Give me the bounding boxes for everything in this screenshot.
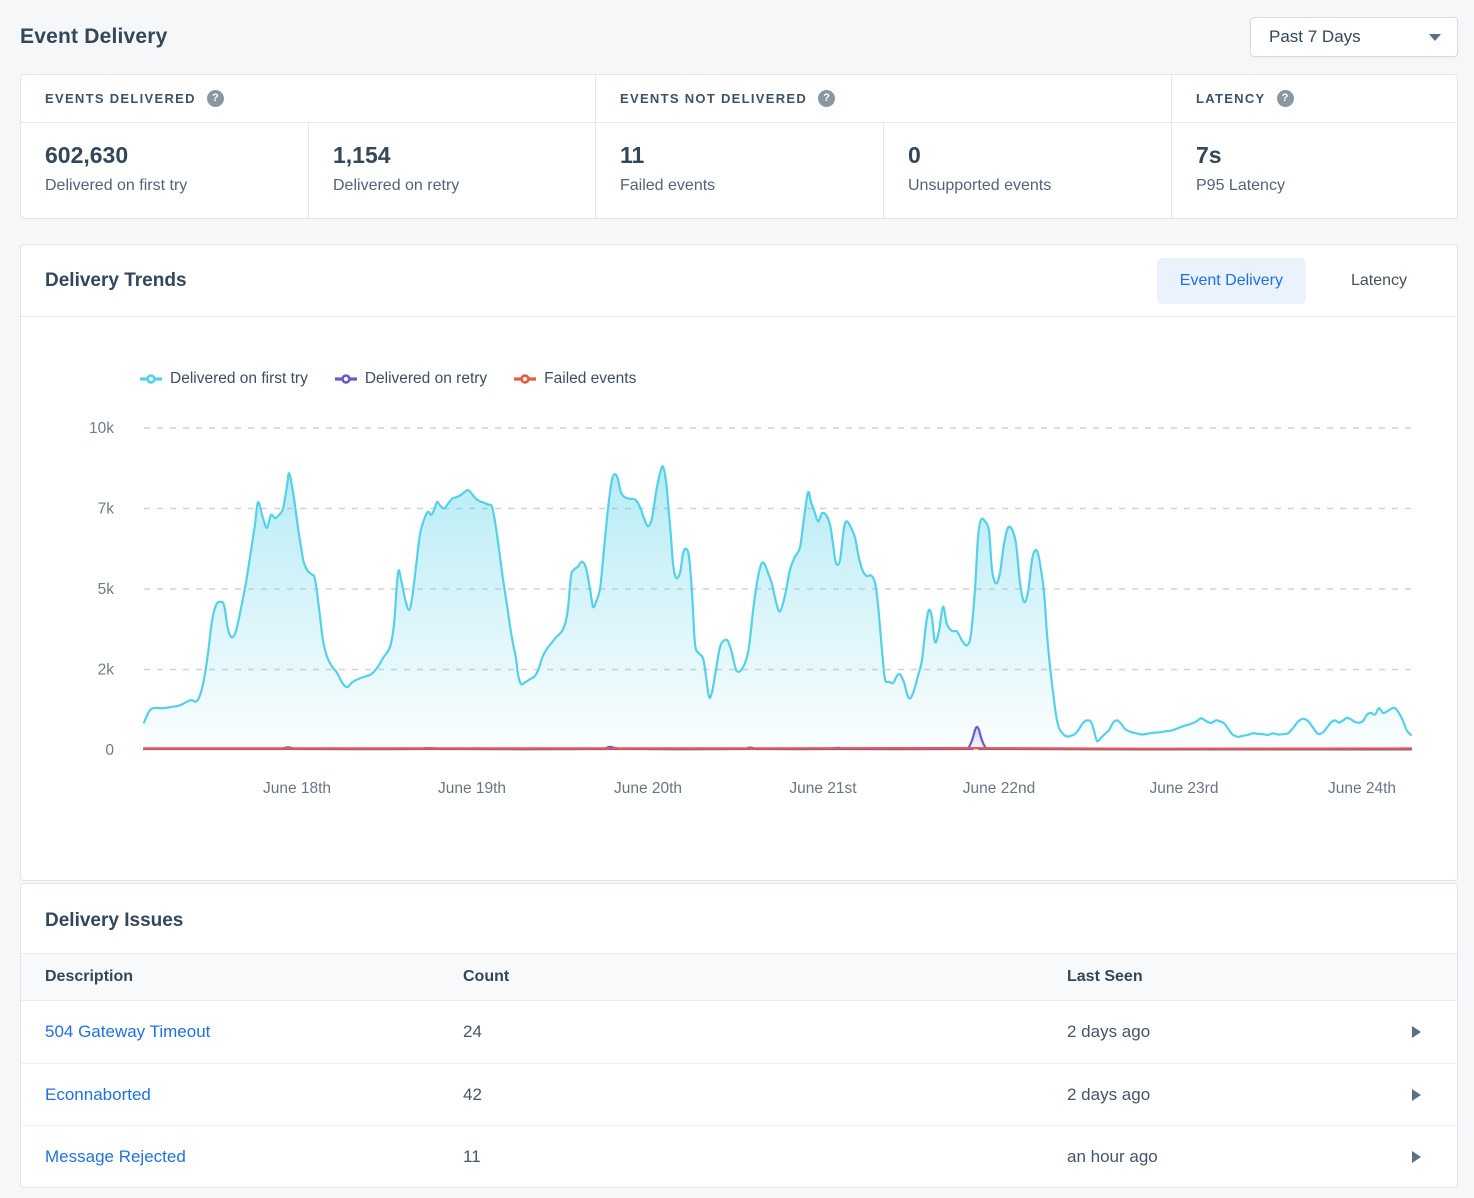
table-row: 504 Gateway Timeout242 days ago bbox=[21, 1001, 1457, 1063]
stat-label: P95 Latency bbox=[1196, 177, 1433, 195]
issue-last-seen: 2 days ago bbox=[1067, 1085, 1367, 1105]
issue-last-seen: an hour ago bbox=[1067, 1147, 1367, 1167]
y-axis-tick: 7k bbox=[98, 501, 115, 518]
chevron-right-icon[interactable] bbox=[1412, 1151, 1421, 1163]
x-axis-tick: June 19th bbox=[438, 780, 506, 797]
stat-label: Delivered on retry bbox=[333, 177, 571, 195]
legend-marker-icon bbox=[140, 373, 162, 385]
issues-title: Delivery Issues bbox=[21, 884, 1457, 953]
issue-description-link[interactable]: 504 Gateway Timeout bbox=[45, 1022, 463, 1042]
series-line-failed-events bbox=[144, 748, 1411, 749]
legend-item[interactable]: Failed events bbox=[514, 370, 636, 388]
y-axis-tick: 5k bbox=[98, 581, 115, 598]
column-header-count: Count bbox=[463, 968, 1067, 986]
issue-count: 24 bbox=[463, 1022, 1067, 1042]
trends-title: Delivery Trends bbox=[45, 270, 187, 292]
x-axis-tick: June 22nd bbox=[963, 780, 1035, 797]
chevron-right-icon[interactable] bbox=[1412, 1026, 1421, 1038]
issue-count: 11 bbox=[463, 1147, 1067, 1167]
legend-item[interactable]: Delivered on first try bbox=[140, 370, 308, 388]
issue-description-link[interactable]: Message Rejected bbox=[45, 1147, 463, 1167]
x-axis-tick: June 24th bbox=[1328, 780, 1396, 797]
stats-header-events-delivered: EVENTS DELIVERED ? bbox=[21, 75, 595, 122]
x-axis-tick: June 23rd bbox=[1150, 780, 1219, 797]
column-header-last-seen: Last Seen bbox=[1067, 968, 1367, 986]
event-delivery-page: Event Delivery Past 7 Days EVENTS DELIVE… bbox=[0, 0, 1474, 1198]
page-title: Event Delivery bbox=[20, 25, 168, 49]
delivery-trends-chart[interactable]: 10k 7k 5k 2k 0 June 18th June 19th June 20th Jun… bbox=[21, 405, 1457, 825]
trends-header: Delivery Trends Event Delivery Latency bbox=[21, 245, 1457, 317]
delivery-issues-card: Delivery Issues Description Count Last S… bbox=[20, 883, 1458, 1188]
help-icon[interactable]: ? bbox=[207, 90, 224, 107]
stat-value: 0 bbox=[908, 142, 1147, 169]
stat-delivered-retry: 1,154 Delivered on retry bbox=[308, 123, 595, 218]
legend-item[interactable]: Delivered on retry bbox=[335, 370, 487, 388]
x-axis-tick: June 20th bbox=[614, 780, 682, 797]
trends-tabs: Event Delivery Latency bbox=[1157, 258, 1435, 304]
date-range-select[interactable]: Past 7 Days bbox=[1250, 17, 1458, 57]
stats-header-label: EVENTS NOT DELIVERED bbox=[620, 91, 807, 106]
stat-unsupported-events: 0 Unsupported events bbox=[883, 123, 1171, 218]
stat-label: Unsupported events bbox=[908, 177, 1147, 195]
stat-delivered-first-try: 602,630 Delivered on first try bbox=[21, 123, 308, 218]
chart-legend: Delivered on first try Delivered on retry… bbox=[140, 370, 1457, 388]
issues-table-header: Description Count Last Seen bbox=[21, 953, 1457, 1001]
y-axis-tick: 2k bbox=[98, 662, 115, 679]
issue-last-seen: 2 days ago bbox=[1067, 1022, 1367, 1042]
stats-header-label: LATENCY bbox=[1196, 91, 1266, 106]
top-bar: Event Delivery Past 7 Days bbox=[20, 14, 1458, 60]
tab-event-delivery[interactable]: Event Delivery bbox=[1157, 258, 1306, 304]
stats-header-label: EVENTS DELIVERED bbox=[45, 91, 196, 106]
issues-table-body: 504 Gateway Timeout242 days agoEconnabor… bbox=[21, 1001, 1457, 1187]
stat-value: 11 bbox=[620, 142, 859, 169]
legend-label: Failed events bbox=[544, 370, 636, 388]
y-axis-tick: 10k bbox=[89, 420, 114, 437]
legend-marker-icon bbox=[335, 373, 357, 385]
stats-header-latency: LATENCY ? bbox=[1171, 75, 1457, 122]
stat-value: 602,630 bbox=[45, 142, 284, 169]
stat-label: Failed events bbox=[620, 177, 859, 195]
x-axis-tick: June 21st bbox=[789, 780, 857, 797]
stats-header-row: EVENTS DELIVERED ? EVENTS NOT DELIVERED … bbox=[21, 75, 1457, 123]
tab-latency[interactable]: Latency bbox=[1323, 258, 1435, 304]
table-row: Message Rejected11an hour ago bbox=[21, 1125, 1457, 1187]
stat-value: 7s bbox=[1196, 142, 1433, 169]
stats-header-events-not-delivered: EVENTS NOT DELIVERED ? bbox=[595, 75, 1171, 122]
date-range-label: Past 7 Days bbox=[1269, 27, 1361, 47]
legend-label: Delivered on first try bbox=[170, 370, 308, 388]
issue-description-link[interactable]: Econnaborted bbox=[45, 1085, 463, 1105]
help-icon[interactable]: ? bbox=[1277, 90, 1294, 107]
stat-p95-latency: 7s P95 Latency bbox=[1171, 123, 1457, 218]
table-row: Econnaborted422 days ago bbox=[21, 1063, 1457, 1125]
y-axis-tick: 0 bbox=[105, 742, 114, 759]
issue-count: 42 bbox=[463, 1085, 1067, 1105]
delivery-trends-card: Delivery Trends Event Delivery Latency D… bbox=[20, 244, 1458, 881]
stat-value: 1,154 bbox=[333, 142, 571, 169]
stats-summary-card: EVENTS DELIVERED ? EVENTS NOT DELIVERED … bbox=[20, 74, 1458, 219]
legend-label: Delivered on retry bbox=[365, 370, 487, 388]
help-icon[interactable]: ? bbox=[818, 90, 835, 107]
chevron-right-icon[interactable] bbox=[1412, 1089, 1421, 1101]
column-header-description: Description bbox=[45, 968, 463, 986]
chart-series bbox=[144, 466, 1411, 750]
caret-down-icon bbox=[1429, 34, 1441, 41]
stats-values-row: 602,630 Delivered on first try 1,154 Del… bbox=[21, 123, 1457, 218]
stat-failed-events: 11 Failed events bbox=[595, 123, 883, 218]
legend-marker-icon bbox=[514, 373, 536, 385]
stat-label: Delivered on first try bbox=[45, 177, 284, 195]
x-axis-tick: June 18th bbox=[263, 780, 331, 797]
